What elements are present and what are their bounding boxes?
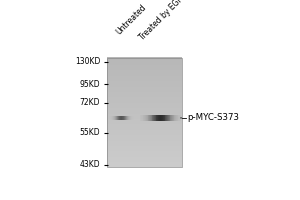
- Bar: [140, 115, 141, 121]
- Text: 130KD: 130KD: [75, 57, 100, 66]
- Bar: [166, 115, 167, 121]
- Text: Untreated: Untreated: [115, 3, 148, 36]
- Bar: [145, 115, 146, 121]
- Bar: [131, 116, 132, 120]
- Bar: [165, 115, 166, 121]
- Bar: [148, 115, 149, 121]
- Bar: [128, 116, 129, 120]
- Bar: [109, 116, 110, 120]
- Bar: [149, 115, 150, 121]
- Bar: [171, 115, 172, 121]
- Bar: [133, 116, 134, 120]
- Bar: [115, 116, 116, 120]
- Bar: [162, 115, 163, 121]
- Text: Treated by EGF: Treated by EGF: [138, 0, 185, 42]
- Bar: [113, 116, 114, 120]
- Bar: [159, 115, 160, 121]
- Text: p-MYC-S373: p-MYC-S373: [188, 113, 239, 122]
- Bar: [119, 116, 120, 120]
- Bar: [180, 115, 181, 121]
- Bar: [126, 116, 127, 120]
- Bar: [110, 116, 111, 120]
- Bar: [107, 58, 182, 167]
- Bar: [152, 115, 153, 121]
- Bar: [123, 116, 124, 120]
- Bar: [132, 116, 133, 120]
- Bar: [178, 115, 179, 121]
- Text: 55KD: 55KD: [80, 128, 100, 137]
- Bar: [164, 115, 165, 121]
- Bar: [118, 116, 119, 120]
- Bar: [179, 115, 180, 121]
- Bar: [147, 115, 148, 121]
- Bar: [173, 115, 174, 121]
- Bar: [177, 115, 178, 121]
- Bar: [127, 116, 128, 120]
- Bar: [117, 116, 118, 120]
- Bar: [122, 116, 123, 120]
- Bar: [143, 115, 144, 121]
- Bar: [176, 115, 177, 121]
- Bar: [168, 115, 169, 121]
- Bar: [111, 116, 112, 120]
- Bar: [144, 115, 145, 121]
- Bar: [125, 116, 126, 120]
- Bar: [169, 115, 170, 121]
- Bar: [154, 115, 155, 121]
- Bar: [155, 115, 156, 121]
- Bar: [114, 116, 115, 120]
- Bar: [174, 115, 175, 121]
- Bar: [169, 115, 170, 121]
- Bar: [156, 115, 157, 121]
- Bar: [163, 115, 164, 121]
- Bar: [150, 115, 151, 121]
- Bar: [151, 115, 152, 121]
- Bar: [170, 115, 171, 121]
- Bar: [172, 115, 173, 121]
- Bar: [160, 115, 161, 121]
- Bar: [142, 115, 143, 121]
- Bar: [130, 116, 131, 120]
- Bar: [141, 115, 142, 121]
- Bar: [153, 115, 154, 121]
- Bar: [116, 116, 117, 120]
- Bar: [146, 115, 147, 121]
- Text: 43KD: 43KD: [80, 160, 100, 169]
- Bar: [120, 116, 121, 120]
- Bar: [167, 115, 168, 121]
- Bar: [160, 115, 161, 121]
- Bar: [129, 116, 130, 120]
- Bar: [124, 116, 125, 120]
- Text: 72KD: 72KD: [80, 98, 100, 107]
- Bar: [121, 116, 122, 120]
- Text: 95KD: 95KD: [80, 80, 100, 89]
- Bar: [158, 115, 159, 121]
- Bar: [161, 115, 162, 121]
- Bar: [157, 115, 158, 121]
- Bar: [175, 115, 176, 121]
- Bar: [112, 116, 113, 120]
